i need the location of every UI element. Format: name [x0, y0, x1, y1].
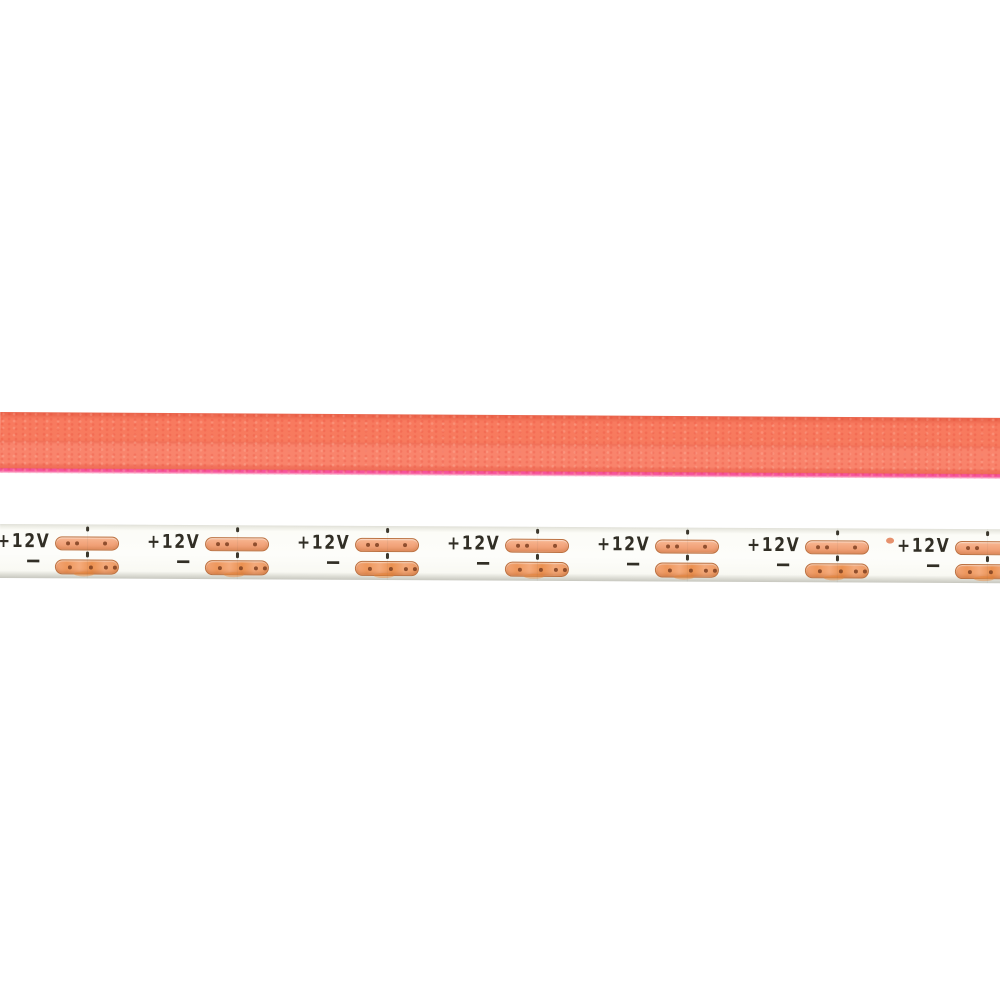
negative-polarity-mark: − — [174, 548, 192, 575]
via-dot — [712, 568, 717, 573]
positive-voltage-label: +12V — [596, 533, 651, 556]
via-dot — [225, 542, 230, 547]
via-dot — [988, 569, 993, 574]
via-dot — [375, 542, 380, 547]
via-dot — [253, 565, 258, 570]
negative-polarity-mark: − — [774, 551, 792, 578]
led-strip-segment: +12V − — [447, 526, 597, 581]
red-neon-flex-strip — [0, 412, 1000, 479]
via-dot — [975, 546, 980, 551]
via-dot — [516, 543, 521, 548]
via-dot — [217, 565, 222, 570]
led-strip-segment: +12V − — [147, 525, 297, 580]
via-dot — [66, 541, 71, 546]
solder-pad-positive — [954, 541, 1000, 556]
via-dot — [403, 543, 408, 548]
negative-polarity-mark: − — [474, 549, 492, 577]
via-dot — [67, 564, 72, 569]
positive-voltage-label: +12V — [746, 533, 801, 557]
via-dot — [825, 545, 830, 550]
via-dot — [553, 567, 558, 572]
via-dot — [262, 565, 267, 570]
via-dot — [703, 568, 708, 573]
via-dot — [525, 543, 530, 548]
led-strip-segment: +12V − — [897, 529, 1000, 584]
negative-polarity-mark: − — [24, 547, 42, 574]
positive-voltage-label: +12V — [296, 531, 351, 554]
via-dot — [817, 568, 822, 573]
solder-pad-negative — [954, 564, 1000, 580]
via-dot — [103, 541, 108, 546]
led-strip-segment: +12V − — [0, 524, 147, 579]
led-strip-segment: +12V − — [297, 526, 447, 581]
via-dot — [367, 566, 372, 571]
via-dot — [412, 566, 417, 571]
via-dot — [675, 544, 680, 549]
negative-polarity-mark: − — [624, 550, 642, 577]
via-dot — [688, 568, 693, 573]
via-dot — [517, 567, 522, 572]
via-dot — [403, 566, 408, 571]
via-dot — [838, 568, 843, 573]
via-dot — [553, 543, 558, 548]
led-strip-segment: +12V − — [747, 528, 897, 583]
negative-polarity-mark: − — [924, 552, 942, 579]
via-dot — [366, 542, 371, 547]
positive-voltage-label: +12V — [446, 532, 501, 555]
via-dot — [853, 568, 858, 573]
via-dot — [112, 565, 117, 570]
via-dot — [703, 544, 708, 549]
via-dot — [966, 546, 971, 551]
led-strip-pcb: +12V − +12V − +12V − +12V − +12V − — [0, 524, 1000, 584]
via-dot — [967, 569, 972, 574]
via-dot — [388, 566, 393, 571]
via-dot — [853, 545, 858, 550]
via-dot — [238, 565, 243, 570]
positive-voltage-label: +12V — [146, 530, 201, 554]
via-dot — [216, 542, 221, 547]
via-dot — [75, 541, 80, 546]
via-dot — [816, 545, 821, 550]
negative-polarity-mark: − — [324, 549, 342, 576]
via-dot — [103, 565, 108, 570]
via-dot — [862, 569, 867, 574]
via-dot — [253, 542, 258, 547]
led-strip-segment: +12V − — [597, 527, 747, 582]
via-dot — [667, 567, 672, 573]
via-dot — [538, 567, 543, 572]
via-dot — [88, 564, 93, 569]
via-dot — [666, 544, 671, 549]
positive-voltage-label: +12V — [896, 534, 951, 557]
via-dot — [562, 567, 567, 572]
